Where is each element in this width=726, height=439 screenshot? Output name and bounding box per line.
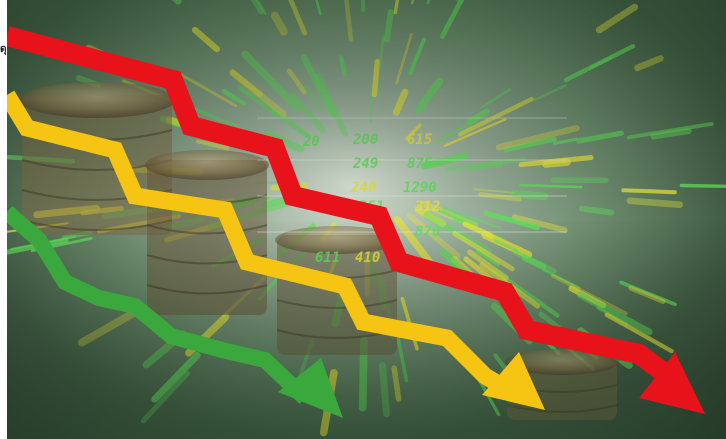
red-trend-arrow <box>7 26 705 414</box>
yellow-trend-arrow <box>7 90 545 410</box>
stock-scene: 200615249875240129035131287061141020 <box>7 0 726 439</box>
edge-text: ดุ <box>0 44 7 55</box>
stock-market-photo: 200615249875240129035131287061141020 <box>7 0 726 439</box>
green-trend-arrow <box>7 205 343 418</box>
